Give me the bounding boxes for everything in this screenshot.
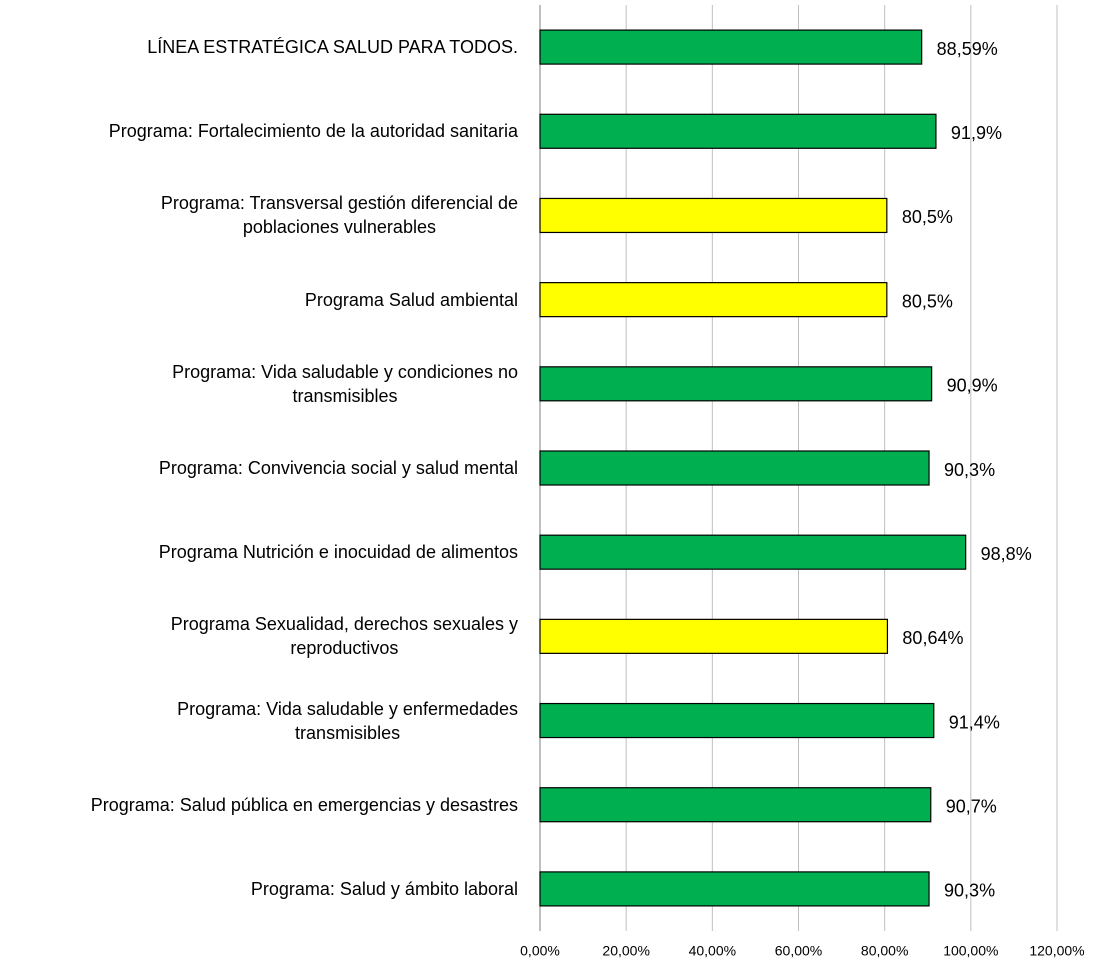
value-label: 91,9% [951, 123, 1002, 143]
value-label: 80,5% [902, 291, 953, 311]
category-label: Programa: Vida saludable y condiciones n… [172, 361, 518, 406]
x-tick-label: 100,00% [943, 943, 998, 959]
bar [539, 450, 930, 486]
category-label: Programa Salud ambiental [304, 289, 518, 310]
bar [539, 29, 923, 65]
x-tick-label: 40,00% [689, 943, 736, 959]
category-label: Programa Nutrición e inocuidad de alimen… [158, 542, 518, 563]
x-tick-label: 0,00% [520, 943, 560, 959]
value-label: 90,7% [946, 796, 997, 816]
x-tick-label: 60,00% [775, 943, 822, 959]
value-label: 90,3% [944, 460, 995, 480]
bar [539, 197, 888, 234]
value-label: 90,3% [944, 881, 995, 901]
x-tick-label: 120,00% [1029, 943, 1084, 959]
category-label: Programa: Convivencia social y salud men… [158, 458, 518, 478]
category-label: Programa: Vida saludable y enfermedades … [177, 698, 518, 743]
bar [539, 282, 888, 318]
category-label: Programa: Transversal gestión diferencia… [160, 193, 518, 238]
bar [539, 366, 933, 402]
bar [539, 113, 937, 149]
value-label: 98,8% [981, 544, 1032, 564]
value-label: 80,5% [902, 207, 953, 227]
value-label: 90,9% [947, 376, 998, 396]
category-label: Programa: Salud y ámbito laboral [250, 878, 518, 899]
bar [539, 702, 935, 739]
bar [539, 871, 930, 907]
category-label: LÍNEA ESTRATÉGICA SALUD PARA TODOS. [147, 37, 518, 58]
category-label: Programa: Salud pública en emergencias y… [90, 794, 518, 815]
category-label: Programa Sexualidad, derechos sexuales y… [170, 614, 518, 659]
bar [539, 534, 967, 570]
value-label: 88,59% [937, 39, 998, 59]
value-label: 80,64% [902, 628, 963, 648]
value-label: 91,4% [949, 712, 1000, 732]
category-label: Programa: Fortalecimiento de la autorida… [108, 121, 518, 142]
bar [539, 787, 932, 823]
x-tick-label: 20,00% [602, 943, 649, 959]
x-tick-label: 80,00% [861, 943, 908, 959]
bar [539, 618, 889, 654]
